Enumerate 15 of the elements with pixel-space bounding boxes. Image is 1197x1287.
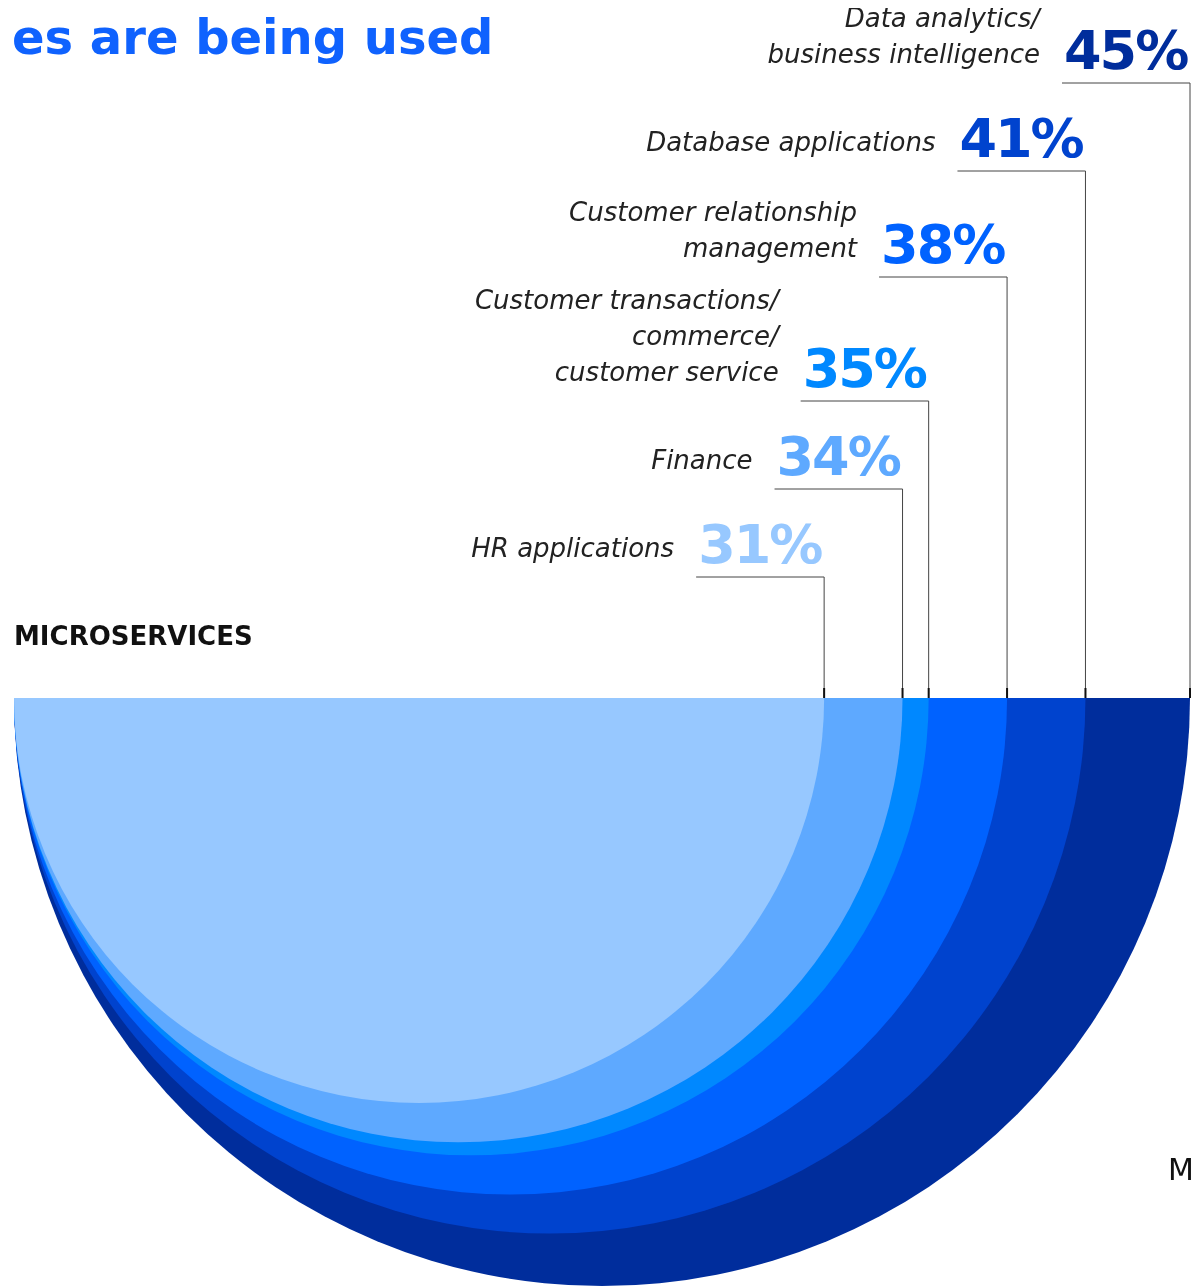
category-label: Customer transactions/ commerce/ customer service: [474, 285, 782, 387]
category-label: Customer relationship management: [569, 197, 858, 263]
data-label: 41%: [959, 107, 1084, 170]
text: M: [1168, 1152, 1194, 1187]
category-label: Data analytics/ business intelligence: [767, 3, 1044, 69]
data-label: 34%: [776, 425, 901, 488]
data-label: 45%: [1064, 19, 1189, 82]
data-label: 35%: [802, 337, 927, 400]
category-label: Finance: [651, 445, 753, 475]
category-label: HR applications: [471, 533, 675, 563]
data-label: 31%: [698, 513, 823, 576]
category-label: Database applications: [646, 127, 936, 157]
data-label: 38%: [881, 213, 1006, 276]
text: es are being used: [12, 9, 494, 65]
text: MICROSERVICES: [14, 621, 253, 651]
